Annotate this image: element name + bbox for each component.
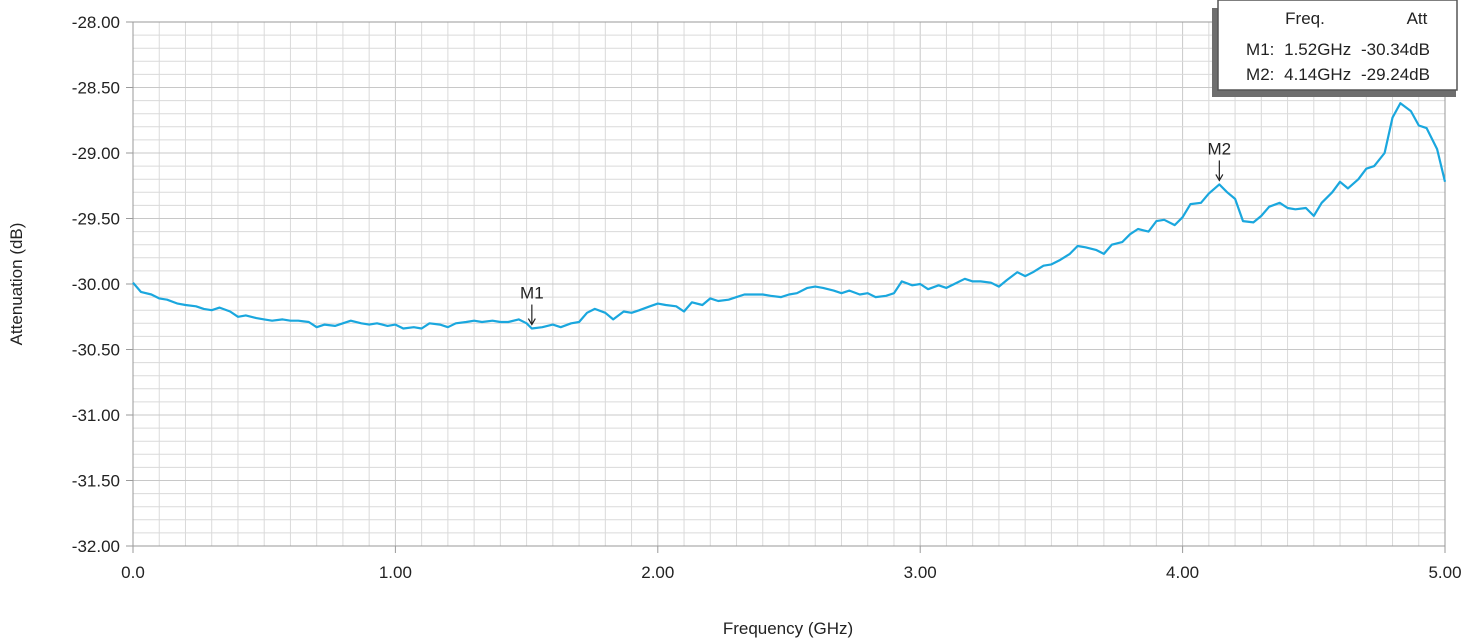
y-tick-label: -31.00 xyxy=(72,406,120,425)
x-axis-title: Frequency (GHz) xyxy=(723,619,853,638)
y-tick-label: -28.00 xyxy=(72,13,120,32)
markers-layer: M1 M2 xyxy=(520,139,1232,326)
legend-row-m2: M2: 4.14GHz -29.24dB xyxy=(1246,65,1430,84)
legend-row-freq: 1.52GHz xyxy=(1284,40,1351,59)
y-tick-label: -30.50 xyxy=(72,341,120,360)
x-tick-labels: 0.0 1.00 2.00 3.00 4.00 5.00 xyxy=(121,563,1461,582)
marker-legend: Freq. Att M1: 1.52GHz -30.34dB M2: 4.14G… xyxy=(1212,0,1458,97)
y-axis-title: Attenuation (dB) xyxy=(7,223,26,346)
marker-label: M1 xyxy=(520,284,544,303)
y-tick-label: -29.00 xyxy=(72,144,120,163)
x-tick-label: 3.00 xyxy=(904,563,937,582)
x-tick-label: 5.00 xyxy=(1428,563,1461,582)
y-tick-label: -29.50 xyxy=(72,210,120,229)
legend-row-label: M2: xyxy=(1246,65,1274,84)
x-tick-label: 1.00 xyxy=(379,563,412,582)
legend-box xyxy=(1217,0,1458,91)
grid xyxy=(133,22,1445,546)
legend-header-att: Att xyxy=(1407,9,1428,28)
y-tick-label: -30.00 xyxy=(72,275,120,294)
legend-row-att: -29.24dB xyxy=(1361,65,1430,84)
legend-header-freq: Freq. xyxy=(1285,9,1325,28)
x-tick-label: 0.0 xyxy=(121,563,145,582)
legend-row-freq: 4.14GHz xyxy=(1284,65,1351,84)
marker-label: M2 xyxy=(1208,139,1232,158)
x-tick-label: 2.00 xyxy=(641,563,674,582)
y-tick-label: -32.00 xyxy=(72,537,120,556)
legend-row-att: -30.34dB xyxy=(1361,40,1430,59)
series-layer xyxy=(132,102,1447,330)
axes xyxy=(126,21,1446,553)
series-line xyxy=(132,102,1447,330)
y-tick-labels: -28.00 -28.50 -29.00 -29.50 -30.00 -30.50 -31.… xyxy=(72,13,120,556)
y-tick-label: -31.50 xyxy=(72,472,120,491)
legend-row-m1: M1: 1.52GHz -30.34dB xyxy=(1246,40,1430,59)
marker-arrow-head xyxy=(527,318,536,326)
y-tick-label: -28.50 xyxy=(72,79,120,98)
legend-row-label: M1: xyxy=(1246,40,1274,59)
x-tick-label: 4.00 xyxy=(1166,563,1199,582)
marker-arrow-head xyxy=(1215,174,1224,182)
